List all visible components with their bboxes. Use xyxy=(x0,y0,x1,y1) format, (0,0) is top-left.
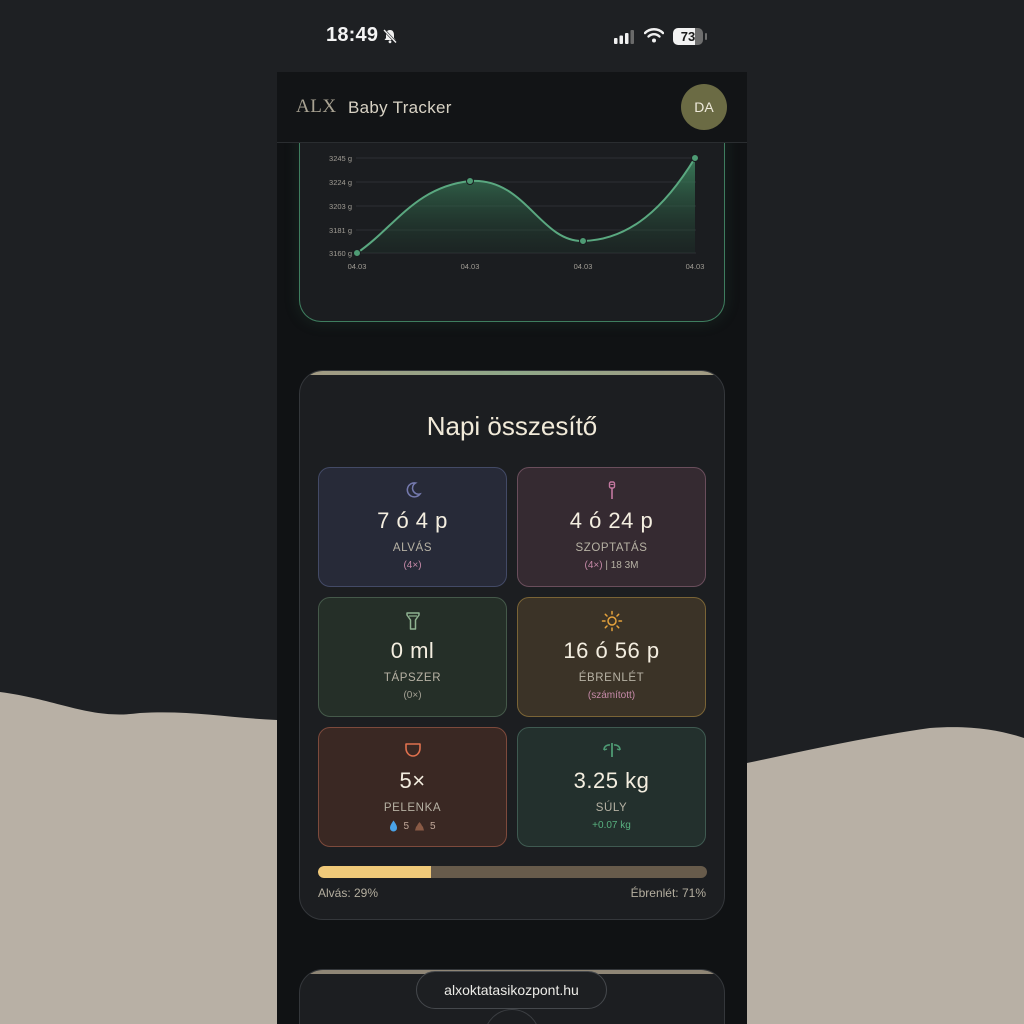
wet-count: 5 xyxy=(403,820,409,832)
cellular-signal-icon xyxy=(614,30,634,44)
nursing-value: 4 ó 24 p xyxy=(569,508,654,533)
weight-area-chart: 3245 g 3224 g 3203 g 3181 g 3160 g 04.03… xyxy=(329,154,705,271)
nursing-tile[interactable]: 4 ó 24 p SZOPTATÁS (4×) | 18 3M xyxy=(517,467,706,587)
dirty-count: 5 xyxy=(430,820,436,832)
moon-icon xyxy=(406,482,422,498)
nursing-details: (4×) | 18 3M xyxy=(518,560,705,571)
daily-summary-card: Napi összesítő 7 ó 4 p ALVÁS (4×) 4 ó 24… xyxy=(299,370,725,920)
breast-pump-icon xyxy=(608,481,615,499)
bottle-icon xyxy=(405,612,420,630)
data-points xyxy=(353,154,699,257)
wifi-icon xyxy=(644,28,664,43)
summary-title: Napi összesítő xyxy=(426,411,598,441)
formula-label: TÁPSZER xyxy=(383,672,442,684)
battery-indicator: 73 xyxy=(673,28,707,45)
nursing-count: (4×) xyxy=(584,560,603,571)
status-bar: 18:49 73 xyxy=(276,0,746,72)
weight-line xyxy=(356,157,696,254)
formula-value: 0 ml xyxy=(390,638,435,663)
sleep-label: ALVÁS xyxy=(392,542,433,554)
awake-tile[interactable]: 16 ó 56 p ÉBRENLÉT (számított) xyxy=(517,597,706,717)
sleep-percent-label: Alvás: 29% xyxy=(318,886,379,900)
battery-percent: 73 xyxy=(680,29,696,44)
user-avatar[interactable]: DA xyxy=(681,84,727,130)
sleep-tile[interactable]: 7 ó 4 p ALVÁS (4×) xyxy=(318,467,507,587)
weight-value: 3.25 kg xyxy=(573,768,650,793)
nursing-extra: 18 3M xyxy=(610,560,639,571)
y-tick: 3160 g xyxy=(329,249,352,258)
nursing-separator: | xyxy=(602,560,611,571)
nursing-label: SZOPTATÁS xyxy=(575,542,648,554)
weight-tile[interactable]: 3.25 kg SÚLY +0.07 kg xyxy=(517,727,706,847)
x-tick: 04.03 xyxy=(686,262,705,271)
y-tick: 3203 g xyxy=(329,202,352,211)
sun-icon xyxy=(601,610,622,632)
awake-label: ÉBRENLÉT xyxy=(578,672,645,684)
app-header: ALX Baby Tracker DA xyxy=(277,72,747,143)
poop-icon xyxy=(415,821,424,830)
x-tick: 04.03 xyxy=(348,262,367,271)
diaper-tile[interactable]: 5× PELENKA 5 5 xyxy=(318,727,507,847)
sleep-count: (4×) xyxy=(403,560,422,571)
y-tick: 3245 g xyxy=(329,154,352,163)
sleep-progress-fill xyxy=(318,866,431,878)
sleep-value: 7 ó 4 p xyxy=(377,508,448,533)
sleep-awake-progress-bar xyxy=(318,866,707,878)
formula-count: (0×) xyxy=(403,690,422,701)
awake-note: (számított) xyxy=(587,690,636,701)
droplet-icon xyxy=(390,820,398,832)
diaper-label: PELENKA xyxy=(383,802,442,814)
weight-change: +0.07 kg xyxy=(592,820,631,831)
x-tick: 04.03 xyxy=(461,262,480,271)
formula-tile[interactable]: 0 ml TÁPSZER (0×) xyxy=(318,597,507,717)
y-tick: 3181 g xyxy=(329,226,352,235)
diaper-value: 5× xyxy=(399,768,426,793)
app-frame: 3245 g 3224 g 3203 g 3181 g 3160 g 04.03… xyxy=(277,72,747,1024)
scale-icon xyxy=(602,743,621,757)
alx-logo[interactable]: ALX xyxy=(296,96,337,117)
y-tick: 3224 g xyxy=(329,178,352,187)
x-tick: 04.03 xyxy=(574,262,593,271)
bell-slash-icon xyxy=(383,29,397,44)
awake-value: 16 ó 56 p xyxy=(563,638,660,663)
diaper-breakdown: 5 5 xyxy=(319,820,506,832)
weight-label: SÚLY xyxy=(595,802,628,814)
browser-url-bar[interactable]: alxoktatasikozpont.hu xyxy=(416,971,607,1009)
diaper-icon xyxy=(404,743,421,757)
status-time: 18:49 xyxy=(326,24,379,46)
awake-percent-label: Ébrenlét: 71% xyxy=(630,886,706,900)
app-title: Baby Tracker xyxy=(348,98,452,117)
